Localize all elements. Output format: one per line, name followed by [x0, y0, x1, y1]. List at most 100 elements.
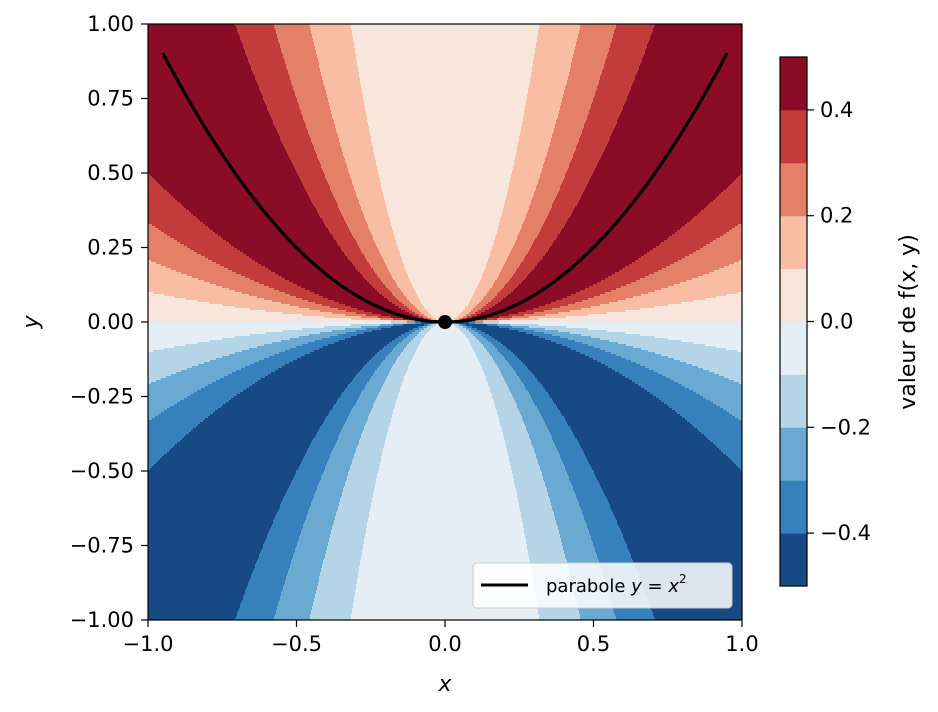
contour-band-segment [594, 470, 742, 473]
contour-band-segment [293, 164, 322, 167]
contour-band-segment [632, 380, 675, 383]
contour-band-segment [622, 110, 742, 113]
contour-band-segment [286, 64, 320, 67]
contour-band-segment [322, 566, 360, 569]
contour-band-segment [301, 530, 332, 533]
contour-band-segment [351, 232, 372, 235]
contour-band-segment [339, 340, 393, 343]
contour-band-segment [519, 410, 540, 413]
contour-band-segment [525, 386, 544, 389]
contour-band-segment [335, 124, 369, 127]
contour-band-segment [401, 290, 416, 293]
contour-band-segment [166, 266, 225, 269]
contour-band-segment [370, 378, 387, 381]
contour-band-segment [552, 134, 582, 137]
contour-band-segment [154, 178, 301, 181]
contour-band-segment [563, 96, 595, 99]
contour-band-segment [716, 404, 742, 407]
contour-band-segment [148, 324, 352, 327]
contour-band-segment [566, 222, 688, 225]
contour-band-segment [148, 422, 201, 425]
contour-band-segment [205, 224, 326, 227]
contour-band-segment [483, 322, 500, 325]
contour-band-segment [303, 458, 330, 461]
contour-band-segment [359, 568, 532, 571]
contour-band-segment [393, 232, 498, 235]
contour-band-segment [726, 348, 742, 351]
contour-band-segment [293, 86, 326, 89]
contour-band-segment [565, 224, 686, 227]
contour-band-segment [274, 288, 306, 291]
contour-band-segment [387, 208, 504, 211]
contour-band-segment [520, 264, 538, 267]
contour-band-segment [148, 398, 185, 401]
contour-band-segment [655, 618, 742, 620]
contour-band-segment [488, 260, 507, 263]
contour-band-segment [645, 276, 699, 279]
contour-band-segment [484, 296, 496, 299]
contour-band-segment [503, 432, 529, 435]
contour-band-segment [290, 158, 319, 161]
contour-band-segment [223, 238, 335, 241]
contour-band-segment [363, 276, 379, 279]
contour-band-segment [148, 174, 151, 177]
contour-band-segment [355, 190, 383, 193]
contour-band-segment [399, 300, 410, 303]
contour-band-segment [334, 446, 358, 449]
contour-band-segment [661, 354, 742, 357]
contour-band-segment [492, 248, 513, 251]
contour-band-segment [326, 90, 363, 93]
contour-band-segment [197, 252, 244, 255]
contour-band-segment [357, 582, 534, 585]
contour-band-segment [578, 36, 614, 39]
contour-band-segment [520, 510, 554, 513]
contour-band-segment [616, 124, 742, 127]
contour-band-segment [366, 422, 391, 425]
contour-band-segment [579, 30, 615, 33]
contour-band-segment [562, 298, 589, 301]
contour-band-segment [495, 404, 518, 407]
contour-band-segment [534, 374, 623, 377]
contour-band-segment [148, 592, 246, 595]
contour-band-segment [164, 410, 216, 413]
contour-band-segment [672, 234, 724, 237]
contour-band-segment [669, 236, 721, 239]
contour-band-segment [517, 356, 590, 359]
contour-band-segment [497, 294, 509, 297]
contour-band-segment [285, 62, 320, 65]
contour-band-segment [619, 372, 659, 375]
contour-band-segment [330, 232, 352, 235]
contour-band-segment [544, 162, 571, 165]
contour-band-segment [553, 132, 583, 135]
contour-band-segment [243, 390, 345, 393]
contour-band-segment [538, 234, 559, 237]
contour-band-segment [479, 302, 489, 305]
contour-band-segment [345, 388, 365, 391]
contour-band-segment [367, 420, 392, 423]
contour-band-segment [282, 52, 317, 55]
contour-band-segment [148, 310, 266, 313]
contour-band-segment [335, 516, 370, 519]
contour-band-segment [515, 484, 546, 487]
contour-band-segment [418, 326, 424, 329]
contour-band-segment [497, 324, 511, 327]
contour-band-segment [500, 424, 526, 427]
contour-band-segment [568, 218, 693, 221]
contour-band-segment [148, 578, 251, 581]
contour-band-segment [654, 26, 742, 29]
contour-band-segment [148, 60, 249, 63]
contour-band-segment [509, 184, 538, 187]
contour-band-segment [527, 96, 564, 99]
contour-band-segment [606, 58, 643, 61]
contour-band-segment [728, 456, 742, 459]
contour-band-segment [407, 344, 420, 347]
contour-band-segment [355, 48, 536, 51]
contour-band-segment [640, 364, 693, 367]
contour-band-segment [366, 384, 384, 387]
contour-band-segment [148, 514, 277, 517]
contour-band-segment [359, 440, 386, 443]
contour-band-segment [228, 374, 269, 377]
contour-band-segment [517, 406, 538, 409]
contour-band-segment [507, 384, 525, 387]
contour-band-segment [583, 450, 722, 453]
